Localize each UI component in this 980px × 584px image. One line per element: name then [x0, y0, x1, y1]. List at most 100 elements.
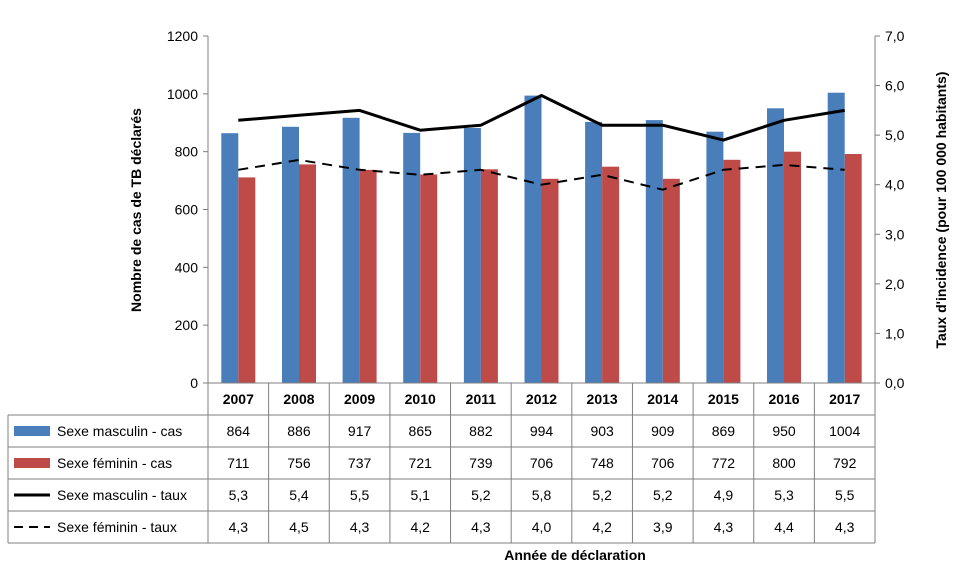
table-cell: 756 — [287, 455, 311, 471]
table-cell: 739 — [469, 455, 493, 471]
x-tick-label: 2016 — [768, 391, 799, 407]
table-cell: 5,8 — [532, 487, 552, 503]
table-cell: 4,3 — [471, 519, 491, 535]
bar-2009-0 — [342, 117, 360, 384]
bar-2010-0 — [403, 132, 421, 383]
legend-label: Sexe féminin - cas — [57, 455, 172, 471]
table-cell: 4,3 — [835, 519, 855, 535]
table-cell: 994 — [530, 423, 554, 439]
y2-axis-title: Taux d'incidence (pour 100 000 habitants… — [933, 72, 949, 349]
bar-2016-0 — [767, 108, 784, 384]
bar-2013-0 — [585, 121, 603, 384]
table-cell: 5,5 — [835, 487, 855, 503]
bar-series-1 — [238, 151, 862, 383]
y-tick-label: 400 — [175, 259, 199, 275]
bar-2015-0 — [706, 131, 724, 383]
bar-2008-1 — [299, 164, 316, 383]
table-cell: 706 — [530, 455, 554, 471]
data-table: 2007 2008 2009 2010 2011 2012 2013 2014 2015 2016… — [7, 382, 876, 544]
bar-2012-0 — [524, 95, 542, 383]
y-tick-label: 1000 — [167, 86, 198, 102]
table-cell: 886 — [287, 423, 311, 439]
table-cell: 706 — [651, 455, 675, 471]
table-cell: 1004 — [829, 423, 860, 439]
x-axis-title: Année de déclaration — [504, 547, 646, 563]
bar-series-0 — [221, 92, 845, 384]
table-cell: 5,2 — [471, 487, 491, 503]
legend-label: Sexe féminin - taux — [57, 519, 177, 535]
y2-tick-label: 7,0 — [885, 28, 905, 44]
bar-2013-1 — [602, 166, 620, 383]
y-tick-label: 1200 — [167, 28, 198, 44]
table-cell: 800 — [772, 455, 796, 471]
table-cell: 711 — [227, 455, 250, 471]
bar-2016-1 — [784, 151, 801, 383]
table-cell: 5,1 — [410, 487, 430, 503]
table-cell: 721 — [409, 455, 433, 471]
y2-tick-label: 2,0 — [885, 276, 905, 292]
line-series-0 — [238, 94, 845, 142]
x-tick-label: 2010 — [405, 391, 436, 407]
y2-tick-label: 0,0 — [885, 375, 905, 391]
y2-tick-label: 1,0 — [885, 325, 905, 341]
table-cell: 5,2 — [592, 487, 612, 503]
legend-label: Sexe masculin - cas — [57, 423, 182, 439]
bar-2009-1 — [359, 169, 377, 383]
table-cell: 4,9 — [714, 487, 734, 503]
table-cell: 5,4 — [289, 487, 309, 503]
table-cell: 4,3 — [714, 519, 734, 535]
bar-2008-0 — [282, 126, 299, 384]
x-tick-label: 2009 — [344, 391, 375, 407]
x-tick-label: 2012 — [526, 391, 557, 407]
bar-2017-0 — [827, 92, 845, 383]
table-cell: 772 — [712, 455, 736, 471]
bar-2017-1 — [844, 154, 862, 383]
bar-2012-1 — [541, 178, 559, 383]
table-cell: 909 — [651, 423, 675, 439]
table-cell: 950 — [772, 423, 796, 439]
y-tick-label: 600 — [175, 202, 199, 218]
bar-2015-1 — [723, 159, 741, 383]
y2-tick-label: 5,0 — [885, 127, 905, 143]
y-axis-title: Nombre de cas de TB déclarés — [128, 108, 144, 312]
y2-tick-label: 3,0 — [885, 226, 905, 242]
y-tick-label: 0 — [190, 375, 198, 391]
table-cell: 792 — [833, 455, 857, 471]
table-cell: 4,4 — [774, 519, 794, 535]
x-tick-label: 2008 — [283, 391, 314, 407]
legend-swatch — [14, 458, 50, 468]
table-cell: 4,2 — [592, 519, 612, 535]
bar-2007-1 — [238, 177, 256, 383]
table-cell: 917 — [348, 423, 372, 439]
table-cell: 882 — [469, 423, 493, 439]
table-cell: 864 — [227, 423, 251, 439]
table-cell: 869 — [712, 423, 736, 439]
x-tick-label: 2015 — [708, 391, 739, 407]
bar-2007-0 — [221, 133, 239, 383]
y-tick-label: 200 — [175, 317, 199, 333]
x-tick-label: 2011 — [466, 391, 497, 407]
table-cell: 3,9 — [653, 519, 673, 535]
bar-2011-0 — [463, 128, 481, 383]
legend-label: Sexe masculin - taux — [57, 487, 187, 503]
plot-area: 0 200 400 600 800 1000 1200 0,0 1,0 2,0 3,0 4,0 5,0 6… — [167, 28, 905, 391]
table-cell: 5,3 — [774, 487, 794, 503]
x-tick-label: 2017 — [829, 391, 860, 407]
legend-swatch — [14, 426, 50, 436]
table-cell: 5,2 — [653, 487, 673, 503]
table-cell: 4,5 — [289, 519, 309, 535]
bar-2011-1 — [480, 169, 498, 383]
x-tick-label: 2007 — [223, 391, 254, 407]
line-series-1 — [238, 158, 845, 191]
table-cell: 748 — [590, 455, 614, 471]
bar-2014-1 — [662, 178, 680, 383]
table-cell: 4,2 — [410, 519, 430, 535]
x-tick-label: 2013 — [587, 391, 618, 407]
y-tick-label: 800 — [175, 144, 199, 160]
y2-tick-label: 4,0 — [885, 177, 905, 193]
bar-2014-0 — [645, 120, 663, 383]
x-tick-label: 2014 — [647, 391, 678, 407]
table-cell: 903 — [590, 423, 614, 439]
y2-tick-label: 6,0 — [885, 78, 905, 94]
